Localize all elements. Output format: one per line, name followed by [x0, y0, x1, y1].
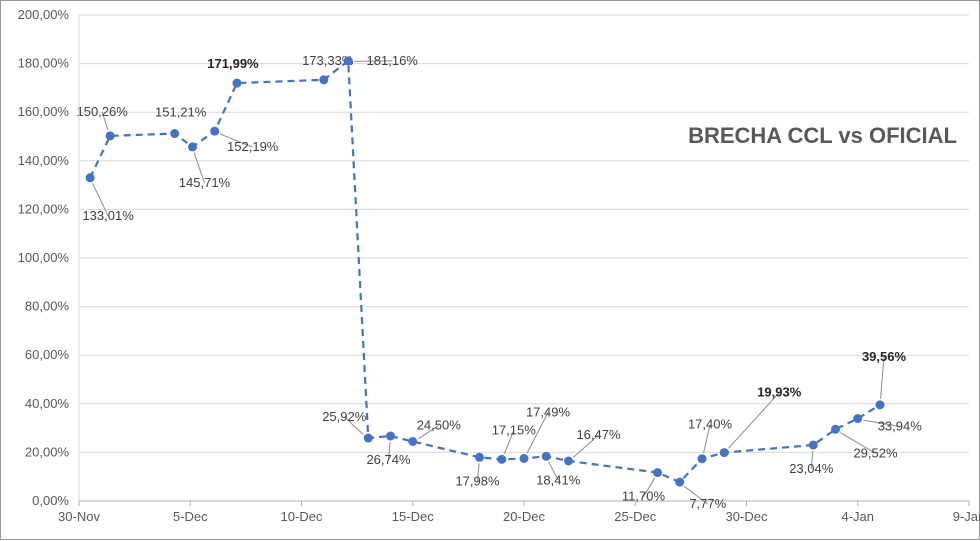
data-marker	[476, 453, 484, 461]
data-marker	[565, 457, 573, 465]
data-marker	[520, 454, 528, 462]
data-marker	[233, 79, 241, 87]
data-label: 16,47%	[576, 427, 621, 442]
data-label: 33,94%	[878, 419, 923, 434]
y-tick-label: 80,00%	[25, 299, 70, 314]
leader-line	[728, 393, 779, 449]
x-tick-label: 20-Dec	[503, 509, 545, 524]
data-label: 17,98%	[455, 473, 500, 488]
data-marker	[106, 132, 114, 140]
y-tick-label: 0,00%	[32, 493, 69, 508]
y-tick-label: 200,00%	[18, 7, 70, 22]
x-tick-label: 10-Dec	[281, 509, 323, 524]
data-label: 150,26%	[76, 104, 128, 119]
x-tick-label: 4-Jan	[841, 509, 874, 524]
data-marker	[344, 57, 352, 65]
data-label: 26,74%	[366, 452, 411, 467]
data-label: 181,16%	[367, 53, 419, 68]
chart-container: 0,00% 20,00% 40,00% 60,00% 80,00% 100,00% 120,…	[0, 0, 980, 540]
data-marker	[188, 143, 196, 151]
data-marker	[387, 432, 395, 440]
x-tick-label: 30-Nov	[58, 509, 100, 524]
x-tick-label: 15-Dec	[392, 509, 434, 524]
data-label: 17,49%	[526, 404, 571, 419]
data-marker	[876, 401, 884, 409]
data-marker	[171, 130, 179, 138]
data-marker	[676, 478, 684, 486]
y-tick-label: 180,00%	[18, 56, 70, 71]
x-tick-label: 9-Jan	[953, 509, 980, 524]
data-marker	[654, 469, 662, 477]
y-tick-label: 20,00%	[25, 444, 70, 459]
y-tick-label: 140,00%	[18, 153, 70, 168]
data-label: 145,71%	[179, 175, 231, 190]
data-label: 23,04%	[789, 461, 834, 476]
chart-title: BRECHA CCL vs OFICIAL	[688, 123, 957, 148]
data-label: 152,19%	[227, 139, 279, 154]
data-label: 171,99%	[207, 56, 259, 71]
data-label: 25,92%	[322, 409, 367, 424]
x-tick-label: 5-Dec	[173, 509, 208, 524]
x-tick-label: 25-Dec	[614, 509, 656, 524]
data-marker	[832, 425, 840, 433]
data-label: 17,15%	[492, 422, 537, 437]
data-marker	[720, 449, 728, 457]
data-marker	[498, 455, 506, 463]
y-tick-label: 40,00%	[25, 396, 70, 411]
data-marker	[364, 434, 372, 442]
data-marker	[698, 455, 706, 463]
data-marker	[809, 441, 817, 449]
y-tick-label: 100,00%	[18, 250, 70, 265]
data-label: 29,52%	[853, 445, 898, 460]
data-label: 17,40%	[688, 417, 733, 432]
data-label: 39,56%	[862, 349, 907, 364]
data-label: 24,50%	[417, 417, 462, 432]
data-label: 7,77%	[689, 496, 726, 511]
y-tick-label: 60,00%	[25, 347, 70, 362]
data-marker	[854, 415, 862, 423]
data-marker	[409, 437, 417, 445]
data-marker	[211, 127, 219, 135]
data-marker	[86, 174, 94, 182]
data-label: 133,01%	[82, 208, 134, 223]
data-label: 19,93%	[757, 385, 802, 400]
data-marker	[320, 76, 328, 84]
data-label: 11,70%	[622, 489, 666, 504]
y-tick-label: 160,00%	[18, 104, 70, 119]
data-label: 151,21%	[155, 105, 207, 120]
y-tick-label: 120,00%	[18, 201, 70, 216]
data-marker	[542, 452, 550, 460]
x-tick-label: 30-Dec	[726, 509, 768, 524]
data-label: 18,41%	[536, 472, 581, 487]
line-chart: 0,00% 20,00% 40,00% 60,00% 80,00% 100,00% 120,…	[1, 1, 980, 541]
